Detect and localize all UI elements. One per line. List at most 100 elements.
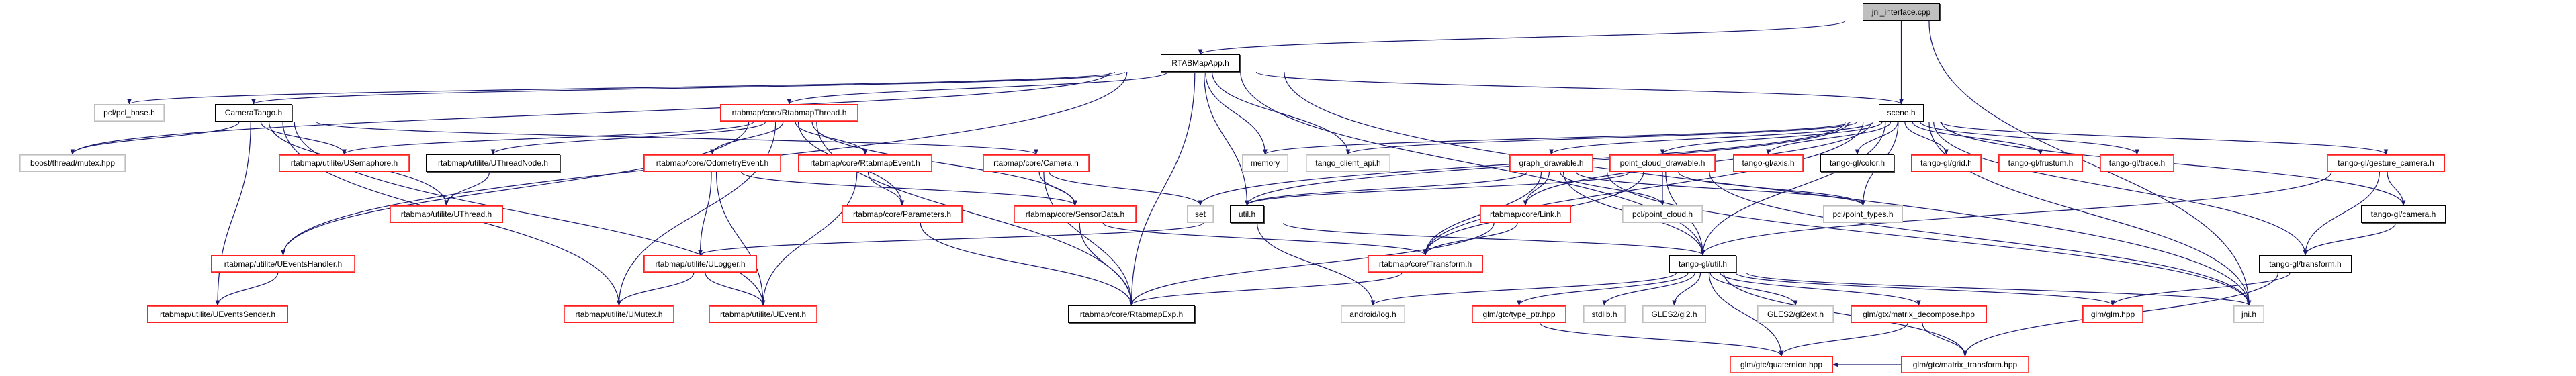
node-RtabmapExp[interactable]: rtabmap/core/RtabmapExp.h: [1068, 306, 1195, 323]
node-ULogger[interactable]: rtabmap/utilite/ULogger.h: [643, 255, 757, 273]
edge-RTABMapApp-to-mutex: [70, 71, 1111, 155]
edge-scene-to-tg_util: [1700, 121, 1886, 256]
edge-matrix_decompose-to-quaternion: [1779, 322, 1908, 357]
node-quaternion[interactable]: glm/gtc/quaternion.hpp: [1730, 356, 1833, 373]
node-CameraTango[interactable]: CameraTango.h: [215, 104, 292, 122]
node-UEventsSender[interactable]: rtabmap/utilite/UEventsSender.h: [147, 306, 288, 323]
edge-graph_drawable-to-point_types: [1576, 171, 1865, 206]
edge-graph_drawable-to-util: [1245, 171, 1527, 206]
node-tg-camera[interactable]: tango-gl/camera.h: [2361, 205, 2446, 223]
edge-scene-to-Transform: [1423, 121, 1864, 256]
edge-RtabmapThread-to-UThreadNode: [490, 121, 766, 155]
edge-SensorData-to-RtabmapExp: [1079, 222, 1134, 306]
node-point-cloud-drawable[interactable]: point_cloud_drawable.h: [1609, 154, 1716, 172]
edge-UEventsHandler-to-UEventsSender: [215, 272, 279, 306]
edge-CameraTango-to-USemaphore: [260, 121, 347, 155]
edge-RTABMapApp-to-CameraTango: [251, 71, 1125, 105]
edge-tg_util-to-android_log: [1370, 272, 1677, 306]
edge-OdometryEvent-to-ULogger: [698, 171, 712, 256]
node-trace[interactable]: tango-gl/trace.h: [2100, 154, 2174, 172]
node-glm[interactable]: glm/glm.hpp: [2082, 306, 2143, 323]
node-pcl-base: pcl/pcl_base.h: [94, 104, 165, 122]
edge-RtabmapThread-to-UMutex: [617, 121, 776, 306]
edge-Parameters-to-RtabmapExp: [920, 222, 1134, 306]
edge-graph_drawable-to-Link: [1523, 171, 1550, 206]
edge-point_cloud_drawable-to-point_types: [1678, 171, 1865, 206]
edge-RtabmapThread-to-OdometryEvent: [710, 121, 784, 155]
node-point-types: pcl/point_types.h: [1823, 205, 1903, 223]
edge-RtabmapThread-to-UEventsHandler: [281, 121, 750, 256]
node-Parameters[interactable]: rtabmap/core/Parameters.h: [842, 205, 963, 223]
edge-RTABMapApp-to-RtabmapThread: [787, 71, 1168, 105]
edge-util-to-tg_util: [1283, 222, 1705, 256]
edge-type_ptr-to-quaternion: [1540, 322, 1784, 357]
node-UEvent[interactable]: rtabmap/utilite/UEvent.h: [709, 306, 817, 323]
edge-RTABMapApp-to-memory: [1205, 71, 1268, 155]
edge-OdometryEvent-to-UEvent: [715, 171, 766, 306]
node-Transform[interactable]: rtabmap/core/Transform.h: [1368, 255, 1483, 273]
edge-RTABMapApp-to-pcl_base: [127, 71, 1116, 105]
node-graph-drawable[interactable]: graph_drawable.h: [1509, 154, 1593, 172]
node-color[interactable]: tango-gl/color.h: [1820, 154, 1894, 172]
node-SensorData[interactable]: rtabmap/core/SensorData.h: [1014, 205, 1137, 223]
edge-Link-to-RtabmapExp: [1129, 222, 1495, 306]
edge-tg_util-to-gl2ext: [1709, 272, 1798, 306]
node-tango-client-api: tango_client_api.h: [1306, 154, 1390, 172]
node-UEventsHandler[interactable]: rtabmap/utilite/UEventsHandler.h: [211, 255, 355, 273]
node-USemaphore[interactable]: rtabmap/utilite/USemaphore.h: [279, 154, 410, 172]
node-point-cloud: pcl/point_cloud.h: [1622, 205, 1703, 223]
edge-scene-to-point_cloud_drawable: [1660, 121, 1883, 155]
edge-jni_interface-to-RTABMapApp: [1198, 20, 1846, 55]
node-UThread[interactable]: rtabmap/utilite/UThread.h: [390, 205, 503, 223]
node-memory: memory: [1242, 154, 1288, 172]
edge-scene-to-axis: [1766, 121, 1892, 155]
node-OdometryEvent[interactable]: rtabmap/core/OdometryEvent.h: [643, 154, 781, 172]
edge-gesture_camera-to-tg_camera: [2387, 171, 2406, 206]
edge-matrix_decompose-to-matrix_transform: [1922, 322, 1967, 357]
node-Camera[interactable]: rtabmap/core/Camera.h: [983, 154, 1090, 172]
edge-RtabmapEvent-to-Parameters: [867, 171, 905, 206]
edge-RtabmapThread-to-RtabmapEvent: [795, 121, 868, 155]
node-axis[interactable]: tango-gl/axis.h: [1733, 154, 1804, 172]
node-matrix-decompose[interactable]: glm/gtx/matrix_decompose.hpp: [1851, 306, 1987, 323]
edge-OdometryEvent-to-SensorData: [741, 171, 1077, 206]
edge-RtabmapThread-to-USemaphore: [342, 121, 754, 155]
edge-CameraTango-to-mutex: [70, 121, 240, 155]
node-mutex: boost/thread/mutex.hpp: [19, 154, 126, 172]
edge-scene-to-trace: [1919, 121, 2139, 155]
node-RtabmapThread[interactable]: rtabmap/core/RtabmapThread.h: [720, 104, 858, 122]
edge-CameraTango-to-Camera: [316, 121, 1038, 155]
node-gesture-camera[interactable]: tango-gl/gesture_camera.h: [2327, 154, 2445, 172]
edge-tg_util-to-matrix_transform: [1723, 272, 1967, 357]
edge-graph_drawable-to-point_cloud: [1560, 171, 1665, 206]
node-matrix-transform[interactable]: glm/gtc/matrix_transform.hpp: [1901, 356, 2029, 373]
node-stdlib: stdlib.h: [1583, 306, 1626, 323]
node-UMutex[interactable]: rtabmap/utilite/UMutex.h: [564, 306, 674, 323]
edge-scene-to-graph_drawable: [1549, 121, 1874, 155]
edge-ULogger-to-UMutex: [617, 272, 695, 306]
edge-Camera-to-SensorData: [1038, 171, 1077, 206]
node-type-ptr[interactable]: glm/gtc/type_ptr.hpp: [1472, 306, 1566, 323]
node-grid[interactable]: tango-gl/grid.h: [1911, 154, 1982, 172]
edge-scene-to-grid: [1904, 121, 1949, 155]
node-tg-util[interactable]: tango-gl/util.h: [1669, 255, 1736, 273]
edge-RtabmapEvent-to-UEvent: [760, 171, 858, 306]
edge-scene-to-frustum: [1912, 121, 2043, 155]
edge-CameraTango-to-UEventsSender: [215, 121, 251, 306]
node-gl2: GLES2/gl2.h: [1642, 306, 1706, 323]
node-util[interactable]: util.h: [1230, 205, 1264, 223]
edge-scene-to-gesture_camera: [1939, 121, 2389, 155]
node-tg-transform[interactable]: tango-gl/transform.h: [2259, 255, 2352, 273]
node-frustum[interactable]: tango-gl/frustum.h: [1998, 154, 2083, 172]
node-jni-interface[interactable]: jni_interface.cpp: [1863, 3, 1940, 21]
node-scene[interactable]: scene.h: [1879, 104, 1924, 122]
edge-tg_util-to-glm: [1735, 272, 2115, 306]
node-RtabmapEvent[interactable]: rtabmap/core/RtabmapEvent.h: [798, 154, 932, 172]
node-Link[interactable]: rtabmap/core/Link.h: [1480, 205, 1571, 223]
node-RTABMapApp[interactable]: RTABMapApp.h: [1161, 54, 1240, 72]
edge-ULogger-to-UEvent: [705, 272, 766, 306]
edge-point_cloud_drawable-to-jni: [1709, 171, 2252, 306]
node-UThreadNode[interactable]: rtabmap/utilite/UThreadNode.h: [426, 154, 560, 172]
